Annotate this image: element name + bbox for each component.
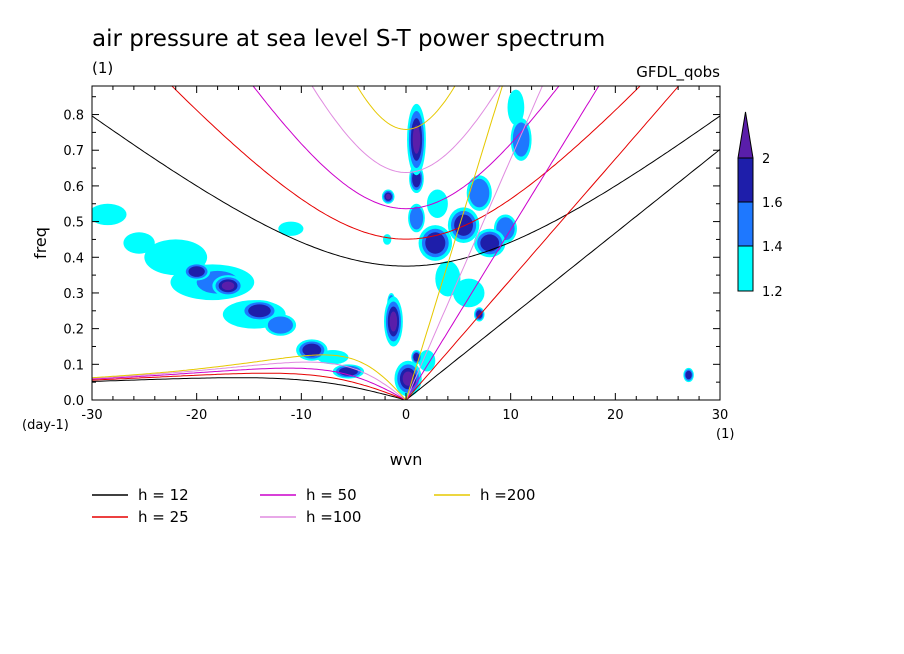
colorbar-swatch xyxy=(737,201,754,247)
colorbar-label: 1.2 xyxy=(762,285,783,300)
dispersion-curve xyxy=(311,86,501,174)
legend-label: h = 50 xyxy=(306,486,357,504)
dispersion-curve xyxy=(405,86,503,400)
legend: h = 12 h = 25 h = 50 h =100 h =200 xyxy=(92,486,535,526)
colorbar-swatch xyxy=(737,245,754,292)
contour-patch xyxy=(426,189,448,219)
dispersion-curve xyxy=(405,86,600,400)
contour-patch xyxy=(685,370,692,380)
contour-patch xyxy=(412,125,421,154)
dispersion-curve xyxy=(92,115,720,267)
x-tick-label: 0 xyxy=(402,408,410,423)
contour-patch xyxy=(412,170,421,188)
dispersion-curve xyxy=(405,149,720,400)
legend-label: h = 12 xyxy=(138,486,189,504)
y-tick-label: 0.8 xyxy=(63,109,84,124)
contour-patch xyxy=(385,193,391,200)
x-axis-label: wvn xyxy=(390,450,423,469)
colorbar-arrow xyxy=(737,111,754,159)
dispersion-curve xyxy=(92,361,407,400)
contour-patch xyxy=(188,266,205,277)
contour-patch xyxy=(248,304,271,318)
contour-patch xyxy=(469,178,490,208)
contour-patch xyxy=(267,316,293,334)
x-axis-unit: (1) xyxy=(716,427,734,442)
subtitle-model: GFDL_qobs xyxy=(636,63,720,82)
contour-patch xyxy=(123,232,155,254)
contour-patch xyxy=(435,260,461,297)
dispersion-curve xyxy=(356,86,456,131)
legend-label: h = 25 xyxy=(138,508,189,526)
contour-patch xyxy=(512,122,530,157)
x-tick-label: -10 xyxy=(291,408,312,423)
contour-patch xyxy=(278,221,304,236)
x-tick-label: -20 xyxy=(186,408,207,423)
contour-patch xyxy=(507,89,525,126)
colorbar-swatch xyxy=(737,157,754,203)
dispersion-curves xyxy=(92,86,720,400)
chart-title: air pressure at sea level S-T power spec… xyxy=(92,26,605,52)
dispersion-curve xyxy=(405,86,543,400)
subtitle-units: (1) xyxy=(92,59,113,77)
legend-label: h =100 xyxy=(306,508,361,526)
y-tick-label: 0.6 xyxy=(63,180,84,195)
contour-patch xyxy=(476,310,483,319)
dispersion-curve xyxy=(92,377,407,400)
contour-patch xyxy=(221,281,235,291)
colorbar: 1.2 1.4 1.6 2 xyxy=(737,111,783,300)
dispersion-curve xyxy=(405,86,680,400)
contour-patch xyxy=(402,371,414,386)
contour-patch xyxy=(480,234,500,252)
contour-patch xyxy=(409,206,424,230)
contour-patch xyxy=(92,203,127,226)
contour-patch xyxy=(453,278,485,308)
colorbar-label: 2 xyxy=(762,152,770,167)
y-tick-label: 0.5 xyxy=(63,216,84,231)
power-contours xyxy=(92,89,694,397)
contour-patch xyxy=(454,214,473,236)
dispersion-curve xyxy=(92,372,407,400)
contour-patch xyxy=(302,343,322,357)
x-tick-label: -30 xyxy=(81,408,102,423)
y-tick-label: 0.3 xyxy=(63,287,84,302)
y-tick-label: 0.2 xyxy=(63,323,84,338)
y-tick-label: 0.7 xyxy=(63,144,84,159)
dispersion-curve xyxy=(92,354,407,400)
y-tick-label: 0.1 xyxy=(63,358,84,373)
x-tick-label: 10 xyxy=(502,408,519,423)
y-axis-label: freq xyxy=(31,227,50,259)
y-tick-label: 0.0 xyxy=(63,394,84,409)
contour-patch xyxy=(389,311,398,332)
contour-patch xyxy=(425,232,446,254)
dispersion-curve xyxy=(252,86,560,210)
x-tick-label: 20 xyxy=(607,408,624,423)
dispersion-curve xyxy=(92,367,407,400)
colorbar-label: 1.4 xyxy=(762,240,783,255)
contour-patch xyxy=(382,234,392,245)
legend-label: h =200 xyxy=(480,486,535,504)
y-axis-unit: (day-1) xyxy=(22,418,69,433)
contour-patch xyxy=(418,350,436,372)
x-tick-label: 30 xyxy=(712,408,729,423)
dispersion-curve xyxy=(171,86,641,240)
y-tick-label: 0.4 xyxy=(63,251,84,266)
axis-ticks: -30 -20 -10 0 10 20 30 0.0 0.1 0.2 0.3 0.4 0.5 0.6 0.7… xyxy=(63,86,728,423)
colorbar-label: 1.6 xyxy=(762,196,783,211)
